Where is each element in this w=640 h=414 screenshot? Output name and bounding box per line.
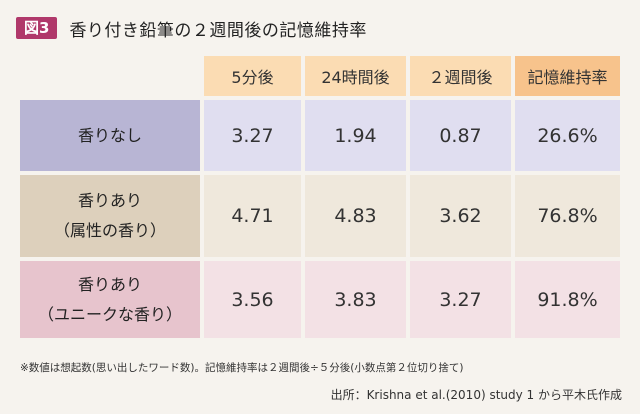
row-label-line: 香りあり <box>77 274 142 294</box>
row-label-line: 香りあり <box>77 191 142 210</box>
row-label: 香りあり （属性の香り） <box>20 175 200 257</box>
data-cell: 3.62 <box>410 175 511 257</box>
figure-title: 香り付き鉛筆の２週間後の記憶維持率 <box>69 20 367 41</box>
column-header: 記憶維持率 <box>515 56 620 96</box>
row-label-text: 香りあり （ユニークな香り） <box>38 270 182 330</box>
data-cell: 4.83 <box>305 175 406 257</box>
data-cell: 26.6% <box>515 100 620 171</box>
figure-title-row: 図3 香り付き鉛筆の２週間後の記憶維持率 <box>16 16 367 41</box>
row-label: 香りあり （ユニークな香り） <box>20 261 200 338</box>
row-label-line: （ユニークな香り） <box>37 304 182 324</box>
source-credit: 出所：Krishna et al.(2010) study 1 から平木氏作成 <box>330 388 622 402</box>
row-label-text: 香りあり （属性の香り） <box>54 186 166 246</box>
row-label-line: （属性の香り） <box>53 221 166 240</box>
data-cell: 3.56 <box>204 261 301 338</box>
row-label: 香りなし <box>20 100 200 171</box>
column-header: ２週間後 <box>410 56 511 96</box>
data-cell: 91.8% <box>515 261 620 338</box>
data-cell: 0.87 <box>410 100 511 171</box>
row-label-text: 香りなし <box>78 121 142 151</box>
data-cell: 3.27 <box>410 261 511 338</box>
row-label-line: 香りなし <box>77 125 142 145</box>
data-cell: 4.71 <box>204 175 301 257</box>
column-header: 24時間後 <box>305 56 406 96</box>
data-cell: 3.27 <box>204 100 301 171</box>
memory-retention-table: 5分後 24時間後 ２週間後 記憶維持率 香りなし 3.27 1.94 0.87 26.6% 香り… <box>20 56 624 346</box>
data-cell: 76.8% <box>515 175 620 257</box>
footnote: ※数値は想起数(思い出したワード数)。記憶維持率は２週間後÷５分後(小数点第２位… <box>20 362 464 374</box>
column-header: 5分後 <box>204 56 301 96</box>
data-cell: 3.83 <box>305 261 406 338</box>
data-cell: 1.94 <box>305 100 406 171</box>
figure-badge: 図3 <box>16 17 58 39</box>
